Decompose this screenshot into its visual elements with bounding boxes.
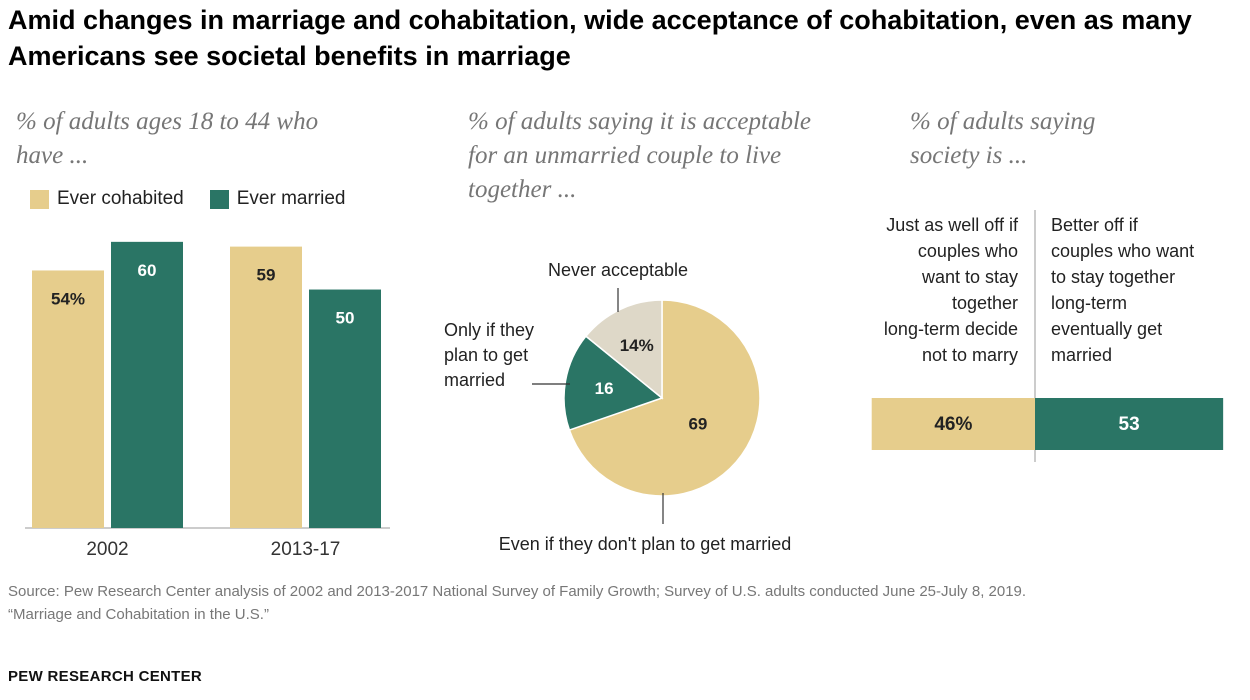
brand-logo-text: PEW RESEARCH CENTER xyxy=(8,668,203,685)
chart-title: Amid changes in marriage and cohabitatio… xyxy=(8,5,1192,71)
legend-swatch-cohabited xyxy=(30,189,49,209)
stacked-value-label: 46% xyxy=(934,414,972,435)
callout-only-if-line: Only if they xyxy=(444,320,534,340)
pie-slice-69 xyxy=(568,299,761,497)
label-line: married xyxy=(1051,345,1113,365)
stacked-segment-better-off xyxy=(1035,398,1224,450)
bar-value-label: 54% xyxy=(51,289,85,308)
bar-ever-married-2013-17 xyxy=(309,289,381,528)
pie-value-label: 69 xyxy=(688,415,707,434)
legend-item-ever-married: Ever married xyxy=(209,188,346,210)
callout-even-if: Even if they don't plan to get married xyxy=(499,534,792,554)
legend-swatch-married xyxy=(209,189,229,209)
callout-only-if-line: plan to get xyxy=(444,345,528,365)
legend-label-married: Ever married xyxy=(236,188,346,209)
label-line: eventually get xyxy=(1051,319,1163,339)
stacked-bar-subtitle: % of adults saying society is ... xyxy=(910,108,1096,169)
pie-slice-14 xyxy=(584,299,663,400)
stacked-value-label: 53 xyxy=(1119,414,1140,435)
bar-ever-cohabited-2002 xyxy=(32,270,104,528)
pie-value-label: 14% xyxy=(620,336,654,355)
bar-ever-cohabited-2013-17 xyxy=(230,246,302,528)
callout-never-acceptable: Never acceptable xyxy=(548,260,688,280)
label-line: not to marry xyxy=(921,345,1018,365)
legend-label-cohabited: Ever cohabited xyxy=(57,188,184,209)
bar-chart-legend: Ever cohabited Ever married xyxy=(30,188,346,210)
legend-item-ever-cohabited: Ever cohabited xyxy=(30,188,184,210)
label-line: long-term xyxy=(1051,293,1128,313)
label-better-off: Better off if couples who want to stay t… xyxy=(1051,212,1231,368)
label-line: long-term decide xyxy=(883,319,1018,339)
pie-chart-subtitle: % of adults saying it is acceptable for … xyxy=(468,108,812,203)
label-line: to stay together xyxy=(1051,267,1176,287)
bar-value-label: 59 xyxy=(257,266,276,285)
label-line: couples who want xyxy=(1051,241,1195,261)
label-line: together xyxy=(951,293,1018,313)
bar-value-label: 60 xyxy=(138,261,157,280)
label-line: want to stay xyxy=(921,267,1018,287)
label-just-as-well-off: Just as well off if couples who want to … xyxy=(840,212,1018,368)
stacked-segment-just-as-well-off xyxy=(871,398,1035,450)
bar-ever-married-2002 xyxy=(111,241,183,528)
callout-only-if-line: married xyxy=(444,370,505,390)
x-tick-label-2002: 2002 xyxy=(86,539,128,560)
source-text: Source: Pew Research Center analysis of … xyxy=(8,583,1027,600)
label-line: couples who xyxy=(917,241,1018,261)
bar-value-label: 50 xyxy=(336,309,355,328)
label-line: Just as well off if xyxy=(886,215,1018,235)
pie-value-label: 16 xyxy=(595,379,614,398)
report-title: “Marriage and Cohabitation in the U.S.” xyxy=(8,606,269,623)
source-note: Source: Pew Research Center analysis of … xyxy=(8,580,1233,626)
x-tick-label-2013-17: 2013-17 xyxy=(271,539,341,560)
pie-slice-16 xyxy=(563,335,664,432)
label-line: Better off if xyxy=(1051,215,1138,235)
bar-chart-subtitle: % of adults ages 18 to 44 who have ... xyxy=(16,108,319,169)
